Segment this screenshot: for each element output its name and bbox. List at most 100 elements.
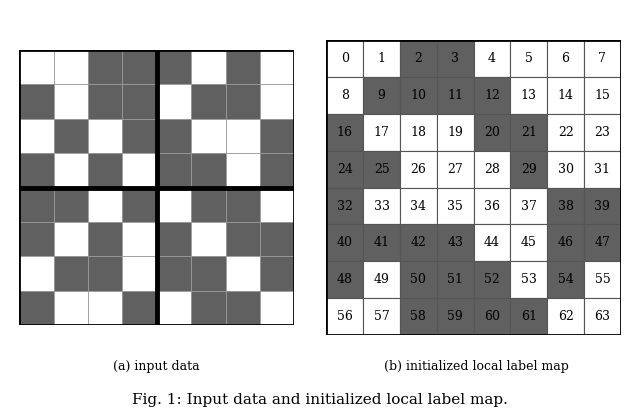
Bar: [511, 114, 547, 151]
Bar: [326, 298, 364, 335]
Text: 42: 42: [410, 236, 426, 249]
Bar: [157, 291, 191, 325]
Bar: [511, 224, 547, 261]
Bar: [157, 85, 191, 119]
Text: 61: 61: [521, 310, 537, 323]
Text: 58: 58: [410, 310, 426, 323]
Bar: [88, 222, 122, 256]
Bar: [225, 291, 260, 325]
Bar: [474, 261, 511, 298]
Bar: [19, 50, 54, 85]
Text: 17: 17: [374, 126, 390, 139]
Text: 47: 47: [595, 236, 611, 249]
Bar: [88, 188, 122, 222]
Text: 62: 62: [557, 310, 573, 323]
Bar: [474, 224, 511, 261]
Text: 52: 52: [484, 273, 500, 286]
Text: 53: 53: [521, 273, 537, 286]
Text: 60: 60: [484, 310, 500, 323]
Bar: [364, 261, 400, 298]
Bar: [122, 119, 157, 153]
Bar: [260, 291, 294, 325]
Bar: [326, 40, 364, 77]
Bar: [122, 256, 157, 291]
Bar: [191, 50, 226, 85]
Bar: [436, 261, 474, 298]
Bar: [364, 224, 400, 261]
Bar: [54, 256, 88, 291]
Bar: [326, 224, 364, 261]
Bar: [122, 222, 157, 256]
Text: 11: 11: [447, 89, 463, 102]
Text: 4: 4: [488, 53, 496, 65]
Bar: [326, 114, 364, 151]
Bar: [19, 291, 54, 325]
Bar: [225, 85, 260, 119]
Text: 55: 55: [595, 273, 611, 286]
Text: 37: 37: [521, 200, 537, 213]
Text: 1: 1: [378, 53, 385, 65]
Bar: [584, 77, 621, 114]
Bar: [547, 114, 584, 151]
Text: 51: 51: [447, 273, 463, 286]
Bar: [19, 119, 54, 153]
Bar: [191, 291, 226, 325]
Bar: [157, 153, 191, 188]
Bar: [364, 298, 400, 335]
Bar: [400, 188, 437, 224]
Bar: [122, 291, 157, 325]
Text: 41: 41: [374, 236, 390, 249]
Text: 33: 33: [374, 200, 390, 213]
Bar: [547, 298, 584, 335]
Bar: [511, 261, 547, 298]
Bar: [19, 222, 54, 256]
Bar: [584, 114, 621, 151]
Bar: [191, 188, 226, 222]
Bar: [54, 222, 88, 256]
Bar: [122, 50, 157, 85]
Text: 26: 26: [410, 163, 426, 176]
Text: 63: 63: [595, 310, 611, 323]
Bar: [19, 85, 54, 119]
Text: 19: 19: [447, 126, 463, 139]
Text: 36: 36: [484, 200, 500, 213]
Bar: [260, 256, 294, 291]
Text: 16: 16: [337, 126, 353, 139]
Bar: [474, 188, 511, 224]
Text: (a) input data: (a) input data: [113, 360, 200, 374]
Text: 46: 46: [557, 236, 573, 249]
Text: 34: 34: [410, 200, 426, 213]
Bar: [19, 188, 54, 222]
Bar: [400, 40, 437, 77]
Bar: [584, 40, 621, 77]
Text: 44: 44: [484, 236, 500, 249]
Bar: [511, 40, 547, 77]
Bar: [225, 222, 260, 256]
Bar: [584, 224, 621, 261]
Text: (b) initialized local label map: (b) initialized local label map: [385, 360, 569, 374]
Text: 28: 28: [484, 163, 500, 176]
Bar: [436, 188, 474, 224]
Bar: [474, 151, 511, 188]
Bar: [122, 153, 157, 188]
Bar: [584, 151, 621, 188]
Bar: [225, 153, 260, 188]
Text: 27: 27: [447, 163, 463, 176]
Text: 21: 21: [521, 126, 537, 139]
Bar: [88, 153, 122, 188]
Bar: [400, 77, 437, 114]
Text: 30: 30: [557, 163, 573, 176]
Text: 7: 7: [598, 53, 606, 65]
Bar: [364, 40, 400, 77]
Text: 57: 57: [374, 310, 390, 323]
Text: 35: 35: [447, 200, 463, 213]
Bar: [547, 224, 584, 261]
Text: 43: 43: [447, 236, 463, 249]
Bar: [400, 261, 437, 298]
Bar: [474, 298, 511, 335]
Bar: [400, 298, 437, 335]
Text: Fig. 1: Input data and initialized local label map.: Fig. 1: Input data and initialized local…: [132, 393, 508, 407]
Bar: [436, 114, 474, 151]
Text: 32: 32: [337, 200, 353, 213]
Bar: [88, 119, 122, 153]
